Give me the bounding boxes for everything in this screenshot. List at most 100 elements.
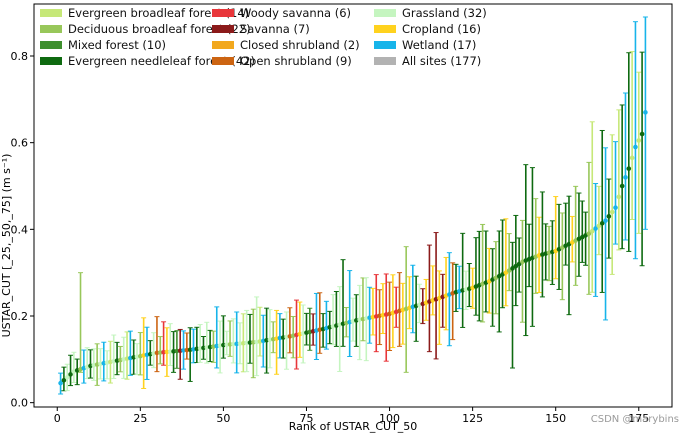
median-point [164,349,170,355]
legend-swatch [212,9,234,17]
median-point [639,131,645,137]
legend-swatch [40,9,62,17]
median-point [234,341,239,347]
median-point [633,144,638,150]
median-point [599,220,605,226]
y-axis-label: USTAR_CUT [_25,_50,_75] (m s⁻¹) [0,154,13,338]
y-tick-label: 0.6 [11,137,29,150]
median-point [586,231,592,236]
legend-item-wsa: Woody savanna (6) [212,6,351,20]
legend-item-dbf: Deciduous broadleaf forest (22) [40,22,251,36]
x-tick-label: 100 [379,412,400,425]
median-point [224,342,230,348]
median-point [64,375,70,380]
median-point [227,342,233,347]
legend-label: Grassland (32) [402,6,487,20]
median-point [626,166,632,171]
legend-swatch [374,25,396,33]
median-point [251,340,256,345]
median-point [184,347,190,353]
legend-swatch [374,41,396,49]
legend-label: All sites (177) [402,54,482,68]
x-tick-label: 0 [54,412,61,425]
x-tick-label: 175 [628,412,649,425]
x-tick-label: 75 [299,412,313,425]
legend-label: Savanna (7) [240,22,310,36]
median-point [616,194,622,200]
x-tick-label: 150 [545,412,566,425]
legend: Evergreen broadleaf forest (14) Deciduous… [40,6,487,70]
legend-swatch [374,57,396,65]
median-point [503,270,509,275]
median-point [68,372,73,377]
median-point [623,175,628,180]
plot-frame [33,3,673,408]
legend-swatch [374,9,396,17]
median-point [643,110,648,115]
median-point [513,263,519,269]
legend-label: Open shrubland (9) [240,54,352,68]
median-point [506,268,512,273]
y-tick-label: 0.8 [11,50,29,63]
median-point [247,340,253,345]
legend-item-ebf: Evergreen broadleaf forest (14) [40,6,249,20]
legend-swatch [40,41,62,49]
legend-swatch [212,57,234,65]
median-point [58,380,63,386]
y-tick-label: 0.2 [11,310,29,323]
legend-label: Cropland (16) [402,22,481,36]
median-point [516,261,522,267]
legend-item-csh: Closed shrubland (2) [212,38,360,52]
median-point [619,183,625,189]
median-point [154,350,160,356]
x-axis-label: Rank of USTAR_CUT_50 [289,420,418,433]
median-point [241,340,246,346]
legend-swatch [40,57,62,65]
legend-label: Woody savanna (6) [240,6,351,20]
legend-item-sav: Savanna (7) [212,22,310,36]
median-point [221,342,226,348]
legend-label: Evergreen needleleaf forest (42) [68,54,255,68]
legend-label: Evergreen broadleaf forest (14) [68,6,250,20]
median-point [589,228,595,234]
x-tick-label: 25 [133,412,147,425]
legend-swatch [40,25,62,33]
median-point [629,155,635,161]
median-point [603,218,608,223]
legend-item-mf: Mixed forest (10) [40,38,166,52]
median-point [593,226,598,231]
x-tick-label: 125 [462,412,483,425]
legend-item-gra: Grassland (32) [374,6,487,20]
legend-label: Mixed forest (10) [68,38,166,52]
median-point [181,348,186,353]
y-tick-label: 0.0 [11,397,29,410]
y-tick-label: 0.4 [11,223,29,236]
legend-swatch [212,25,234,33]
legend-swatch [212,41,234,49]
legend-item-all: All sites (177) [374,54,481,68]
legend-item-enf: Evergreen needleleaf forest (42) [40,54,255,68]
legend-label: Wetland (17) [402,38,477,52]
median-point [636,138,642,143]
legend-label: Closed shrubland (2) [240,38,360,52]
watermark: CSDN @marybins [590,414,679,425]
legend-item-wet: Wetland (17) [374,38,476,52]
median-point [171,349,176,354]
median-point [609,209,615,215]
median-point [157,350,163,355]
median-point [161,349,166,355]
median-point [61,377,67,383]
median-point [237,341,243,346]
median-point [510,266,515,271]
median-point [167,349,173,354]
median-point [244,340,249,346]
median-point [606,214,612,219]
median-point [231,341,236,347]
legend-item-osh: Open shrubland (9) [212,54,352,68]
median-point [177,348,183,354]
median-point [613,205,618,210]
median-point [174,348,180,354]
legend-item-cro: Cropland (16) [374,22,481,36]
median-point [596,223,602,229]
